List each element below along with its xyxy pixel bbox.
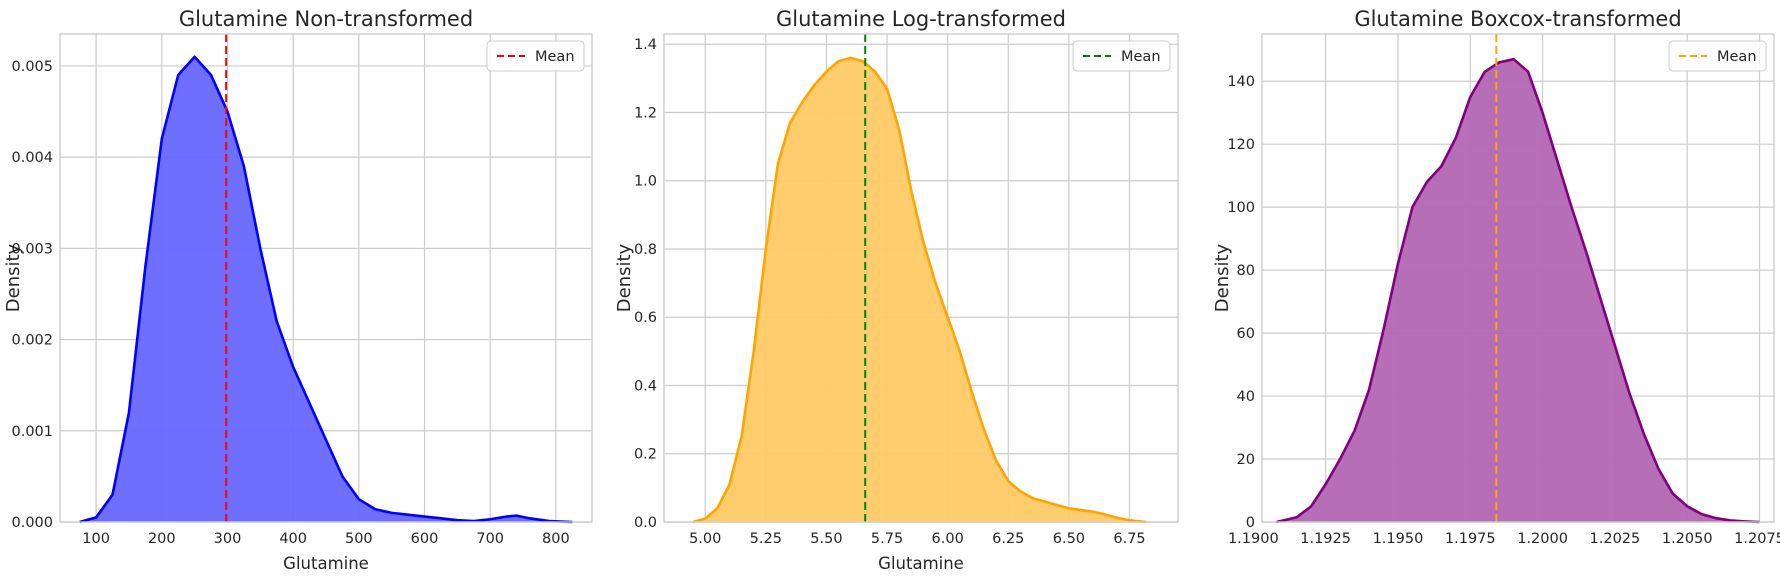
y-tick-label: 0.8: [634, 242, 657, 258]
legend-box: [1072, 40, 1171, 72]
y-tick-label: 80: [1237, 263, 1255, 279]
y-tick-label: 0.002: [11, 333, 53, 349]
chart-title: Glutamine Boxcox-transformed: [1354, 7, 1681, 31]
density-area: [693, 57, 1147, 522]
x-tick-label: 6.00: [932, 531, 964, 547]
x-tick-label: 1.2075: [1734, 531, 1780, 547]
chart-panel-1: 100 200 300 400 500 600 700 800 0.000 0.001 0.002 0…: [3, 7, 593, 573]
y-tick-label: 0: [1246, 515, 1255, 531]
legend-label: Mean: [1717, 49, 1757, 65]
legend: Mean: [1072, 40, 1171, 72]
chart-panel-3: 1.1900 1.1925 1.1950 1.1975 1.2000 1.2025 1.20…: [1212, 7, 1780, 547]
y-tick-label: 40: [1237, 389, 1255, 405]
x-tick-label: 1.1925: [1300, 531, 1351, 547]
y-tick-label: 0.2: [634, 447, 657, 463]
y-tick-label: 0.004: [11, 150, 53, 166]
legend: Mean: [1668, 40, 1767, 72]
x-tick-label: 100: [82, 531, 110, 547]
y-tick-label: 0.001: [11, 424, 53, 440]
x-tick-label: 300: [214, 531, 242, 547]
x-tick-label: 400: [279, 531, 307, 547]
y-tick-label: 1.2: [634, 105, 657, 121]
x-axis-label: Glutamine: [878, 554, 964, 573]
y-tick-label: 100: [1227, 200, 1255, 216]
y-tick-label: 1.0: [634, 174, 657, 190]
chart-title: Glutamine Log-transformed: [776, 7, 1066, 31]
y-tick-label: 0.4: [634, 378, 657, 394]
x-tick-label: 600: [411, 531, 439, 547]
x-tick-label: 1.2025: [1590, 531, 1641, 547]
density-line: [692, 56, 1147, 524]
x-tick-label: 800: [542, 531, 570, 547]
x-tick-label: 6.50: [1053, 531, 1085, 547]
chart-panel-2: 5.00 5.25 5.50 5.75 6.00 6.25 6.50 6.75 0.0 0.2 0.…: [614, 7, 1179, 573]
density-line: [1276, 57, 1760, 524]
y-tick-label: 0.0: [634, 515, 657, 531]
x-axis-label: Glutamine: [283, 554, 369, 573]
plot-frame: [1261, 33, 1775, 523]
x-tick-label: 5.25: [750, 531, 782, 547]
y-axis-label: Density: [3, 243, 24, 312]
x-tick-label: 5.00: [689, 531, 721, 547]
density-line: [79, 55, 573, 524]
legend-box: [1668, 40, 1767, 72]
y-tick-label: 0.003: [11, 241, 53, 257]
y-tick-label: 20: [1237, 452, 1255, 468]
x-tick-label: 1.1900: [1228, 531, 1279, 547]
y-tick-label: 1.4: [634, 37, 657, 53]
x-tick-label: 6.75: [1113, 531, 1145, 547]
legend-label: Mean: [535, 49, 575, 65]
x-tick-label: 1.1975: [1445, 531, 1496, 547]
x-tick-label: 1.2000: [1517, 531, 1568, 547]
y-axis-label: Density: [614, 243, 635, 312]
density-area: [79, 56, 573, 523]
x-tick-label: 500: [345, 531, 373, 547]
x-tick-label: 200: [148, 531, 176, 547]
x-tick-label: 1.2050: [1662, 531, 1713, 547]
chart-title: Glutamine Non-transformed: [179, 7, 473, 31]
legend-label: Mean: [1121, 49, 1161, 65]
y-axis-label: Density: [1212, 243, 1233, 312]
y-tick-label: 60: [1237, 326, 1255, 342]
x-tick-label: 5.75: [871, 531, 903, 547]
y-tick-label: 0.6: [634, 310, 657, 326]
x-tick-label: 6.25: [992, 531, 1024, 547]
legend: Mean: [486, 40, 585, 72]
plot-frame: [59, 33, 593, 523]
x-tick-label: 700: [476, 531, 504, 547]
legend-box: [486, 40, 585, 72]
x-tick-label: 5.50: [810, 531, 842, 547]
y-tick-label: 120: [1227, 137, 1255, 153]
x-tick-label: 1.1950: [1373, 531, 1424, 547]
y-tick-label: 0.000: [11, 515, 53, 531]
density-area: [1276, 59, 1760, 522]
plot-frame: [663, 33, 1179, 523]
y-tick-label: 140: [1227, 74, 1255, 90]
y-tick-label: 0.005: [11, 59, 53, 75]
